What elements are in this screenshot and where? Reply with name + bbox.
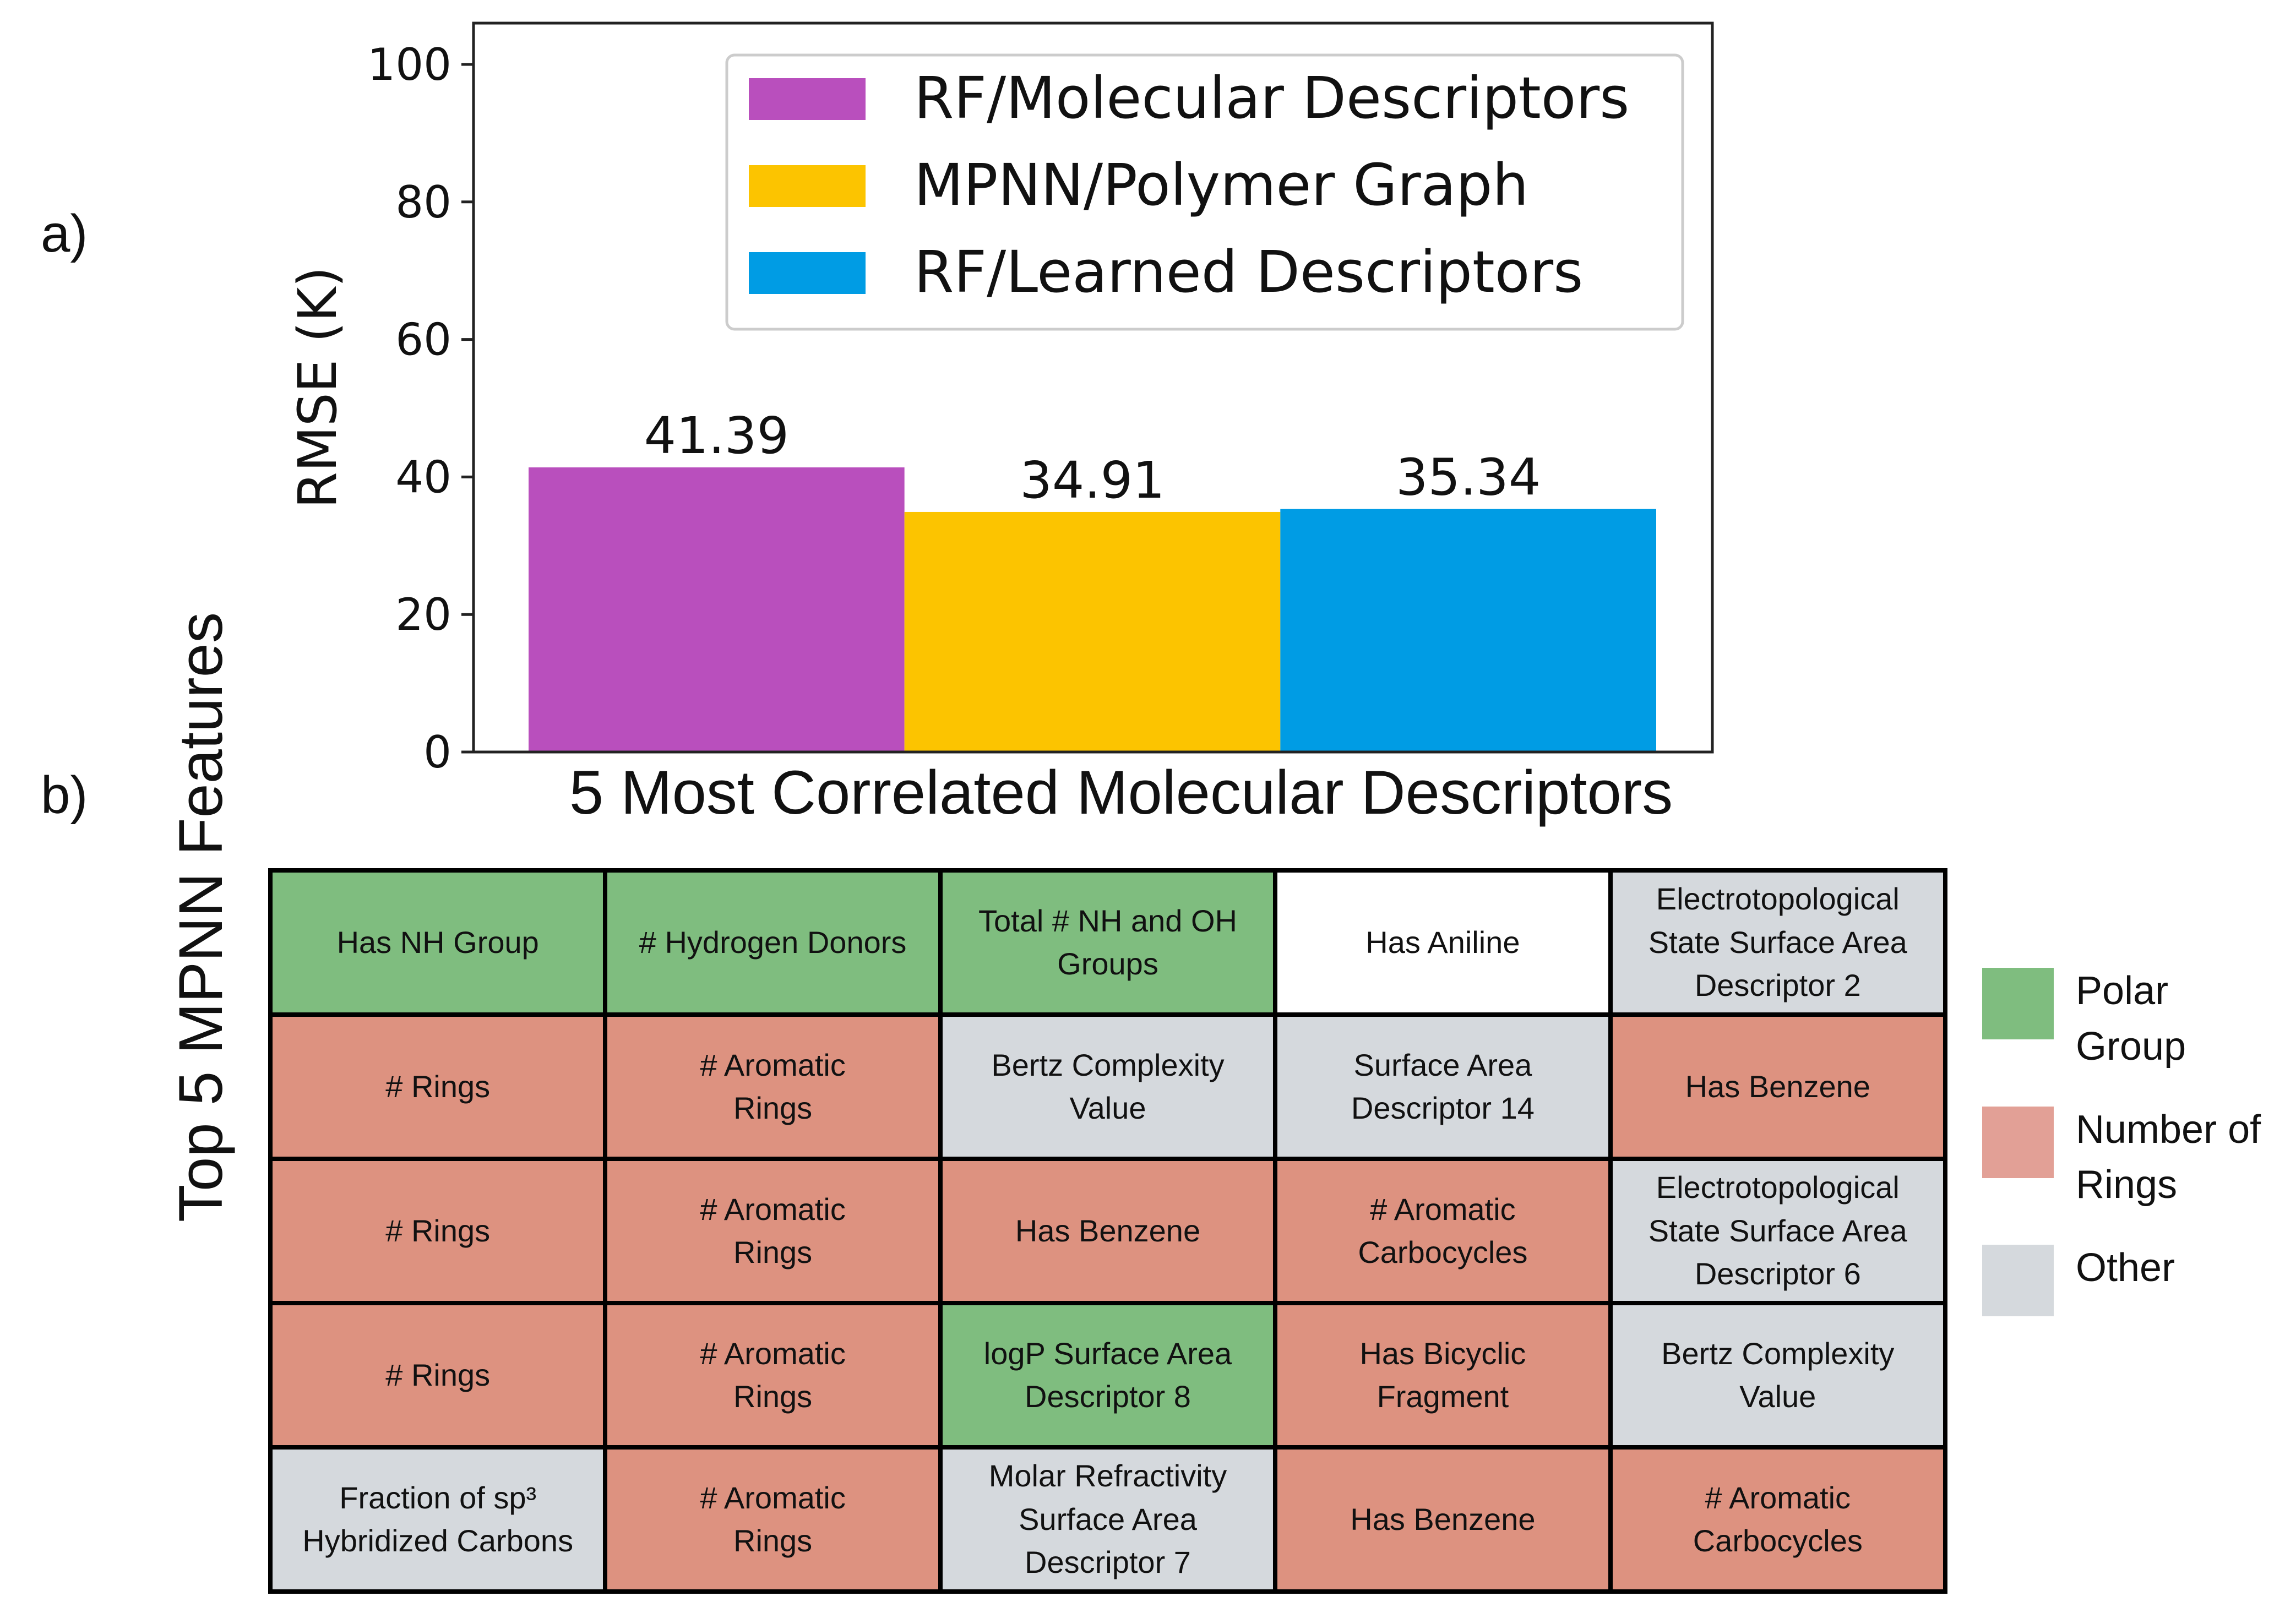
plot-frame [472,21,1714,754]
panel-b-label: b) [41,766,88,825]
grid-legend: Polar Group Number of Rings Other [1982,963,2290,1344]
legend-label-3: RF/Learned Descriptors [914,238,1583,306]
legend-swatch-3 [749,252,866,294]
y-tick-label-80: 80 [395,177,451,228]
y-tick-label-100: 100 [367,39,451,90]
feature-cell-r1-c2: # Hydrogen Donors [607,873,938,1012]
y-tick-label-40: 40 [395,451,451,503]
grid-legend-swatch-2 [1982,1106,2054,1178]
grid-legend-label-2: Number of Rings [2076,1107,2261,1207]
bar-value-label-1: 41.39 [644,406,789,465]
legend-label-2: MPNN/Polymer Graph [914,151,1528,219]
bar-1 [529,467,905,752]
feature-cell-r5-c1: Fraction of sp³ Hybridized Carbons [273,1450,603,1589]
feature-cell-r5-c5: # Aromatic Carbocycles [1612,1450,1943,1589]
panel-a-label: a) [41,204,88,263]
feature-cell-r3-c5: Electrotopological State Surface Area De… [1612,1161,1943,1301]
feature-cell-r4-c4: Has Bicyclic Fragment [1277,1305,1608,1445]
legend-swatch-1 [749,78,866,120]
bar-value-label-3: 35.34 [1396,448,1541,507]
bar-2 [904,511,1281,752]
chart-legend-box [725,53,1684,331]
legend-label-1: RF/Molecular Descriptors [914,64,1629,132]
bar-value-label-2: 34.91 [1020,451,1165,510]
feature-cell-r5-c2: # Aromatic Rings [607,1450,938,1589]
bar-3 [1280,509,1656,752]
feature-cell-r5-c3: Molar Refractivity Surface Area Descript… [942,1450,1274,1589]
feature-cell-r2-c3: Bertz Complexity Value [942,1017,1274,1157]
feature-cell-r2-c2: # Aromatic Rings [607,1017,938,1157]
rmse-bar-chart: 41.39 34.91 35.34 0 20 40 60 80 100 RMSE (K) RF/Mo… [287,21,1714,778]
feature-cell-r1-c4: Has Aniline [1277,873,1608,1012]
feature-cell-r4-c5: Bertz Complexity Value [1612,1305,1943,1445]
grid-legend-swatch-3 [1982,1245,2054,1317]
feature-cell-r2-c5: Has Benzene [1612,1017,1943,1157]
feature-cell-r3-c2: # Aromatic Rings [607,1161,938,1301]
legend-swatch-2 [749,165,866,207]
grid-legend-item-2: Number of Rings [1982,1102,2290,1213]
grid-legend-label-1: Polar Group [2076,969,2186,1069]
grid-legend-swatch-1 [1982,968,2054,1039]
y-axis-label: RMSE (K) [287,266,349,509]
grid-legend-item-1: Polar Group [1982,963,2290,1075]
feature-cell-r2-c1: # Rings [273,1017,603,1157]
y-tick-label-0: 0 [423,727,451,778]
feature-cell-r1-c3: Total # NH and OH Groups [942,873,1274,1012]
row-axis-title: Top 5 MPNN Features [166,612,235,1222]
feature-cell-r1-c1: Has NH Group [273,873,603,1012]
feature-cell-r4-c1: # Rings [273,1305,603,1445]
y-tick-label-20: 20 [395,589,451,640]
feature-cell-r4-c3: logP Surface Area Descriptor 8 [942,1305,1274,1445]
grid-legend-item-3: Other [1982,1240,2290,1317]
feature-grid: Has NH Group # Hydrogen Donors Total # NH … [268,868,1947,1594]
feature-cell-r3-c3: Has Benzene [942,1161,1274,1301]
feature-cell-r3-c1: # Rings [273,1161,603,1301]
feature-cell-r1-c5: Electrotopological State Surface Area De… [1612,873,1943,1012]
grid-legend-label-3: Other [2076,1246,2175,1290]
feature-cell-r5-c4: Has Benzene [1277,1450,1608,1589]
feature-cell-r3-c4: # Aromatic Carbocycles [1277,1161,1608,1301]
feature-cell-r4-c2: # Aromatic Rings [607,1305,938,1445]
y-tick-label-60: 60 [395,314,451,366]
feature-cell-r2-c4: Surface Area Descriptor 14 [1277,1017,1608,1157]
table-title: 5 Most Correlated Molecular Descriptors [569,758,1673,827]
